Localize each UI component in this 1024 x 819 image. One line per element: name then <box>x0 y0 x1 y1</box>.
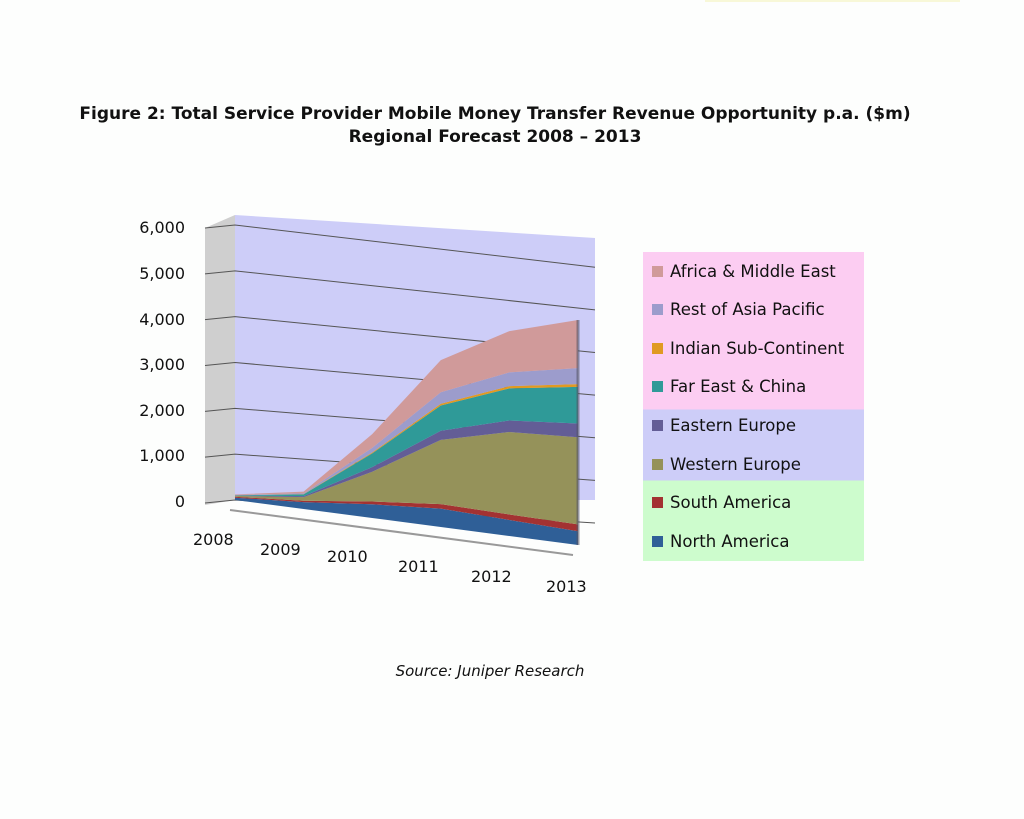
legend-label: North America <box>670 531 790 551</box>
side-wall <box>205 215 235 505</box>
legend-swatch <box>652 342 663 354</box>
area-far-east-china <box>235 386 578 497</box>
x-tick-label: 2011 <box>398 557 439 576</box>
x-tick-label: 2009 <box>260 540 301 559</box>
legend-label: Indian Sub-Continent <box>670 338 845 358</box>
gridline <box>204 224 596 268</box>
y-tick-label: 6,000 <box>139 218 185 238</box>
y-tick-label: 2,000 <box>139 400 185 420</box>
x-tick-label: 2008 <box>193 530 234 549</box>
x-tick-label: 2013 <box>546 577 587 596</box>
area-eastern-europe <box>235 420 578 498</box>
x-axis-floor <box>229 509 574 556</box>
legend-label: Africa & Middle East <box>670 261 836 281</box>
legend-label: Rest of Asia Pacific <box>670 300 825 320</box>
legend: Africa & Middle East Rest of Asia Pacific… <box>643 252 864 561</box>
y-tick-label: 4,000 <box>139 309 185 329</box>
legend-swatch <box>652 535 663 547</box>
legend-swatch <box>652 458 663 470</box>
legend-label: Western Europe <box>670 454 801 474</box>
legend-item: Indian Sub-Continent <box>652 337 844 359</box>
legend-item: South America <box>652 492 791 514</box>
top-highlight-bar <box>705 0 960 2</box>
legend-label: South America <box>670 493 792 513</box>
y-tick-label: 0 <box>174 492 185 511</box>
area-rest-of-asia-pacific <box>235 368 578 496</box>
legend-label: Far East & China <box>670 377 807 397</box>
legend-item: Africa & Middle East <box>652 260 836 282</box>
legend-swatch <box>652 381 663 393</box>
area-western-europe <box>235 431 578 525</box>
area-africa-middle-east <box>235 319 578 495</box>
legend-swatch <box>652 419 663 431</box>
area-south-america <box>235 496 578 532</box>
chart-title-line1: Figure 2: Total Service Provider Mobile … <box>79 104 911 124</box>
area-north-america <box>235 497 578 545</box>
x-tick-label: 2010 <box>327 547 368 566</box>
legend-item: Eastern Europe <box>652 414 796 436</box>
legend-item: Far East & China <box>652 376 806 398</box>
y-tick-label: 5,000 <box>139 263 185 283</box>
legend-swatch <box>652 265 663 277</box>
legend-swatch <box>652 497 663 509</box>
x-tick-label: 2012 <box>471 567 512 586</box>
y-tick-label: 3,000 <box>139 355 185 375</box>
legend-item: Rest of Asia Pacific <box>652 299 825 321</box>
legend-label: Eastern Europe <box>670 415 796 435</box>
chart-title-line2: Regional Forecast 2008 – 2013 <box>348 127 642 147</box>
gridline <box>204 270 596 311</box>
source-note: Source: Juniper Research <box>395 662 585 680</box>
legend-item: Western Europe <box>652 453 801 475</box>
y-tick-label: 1,000 <box>139 446 185 466</box>
legend-item: North America <box>652 530 789 552</box>
legend-swatch <box>652 304 663 316</box>
gridline <box>204 316 596 353</box>
